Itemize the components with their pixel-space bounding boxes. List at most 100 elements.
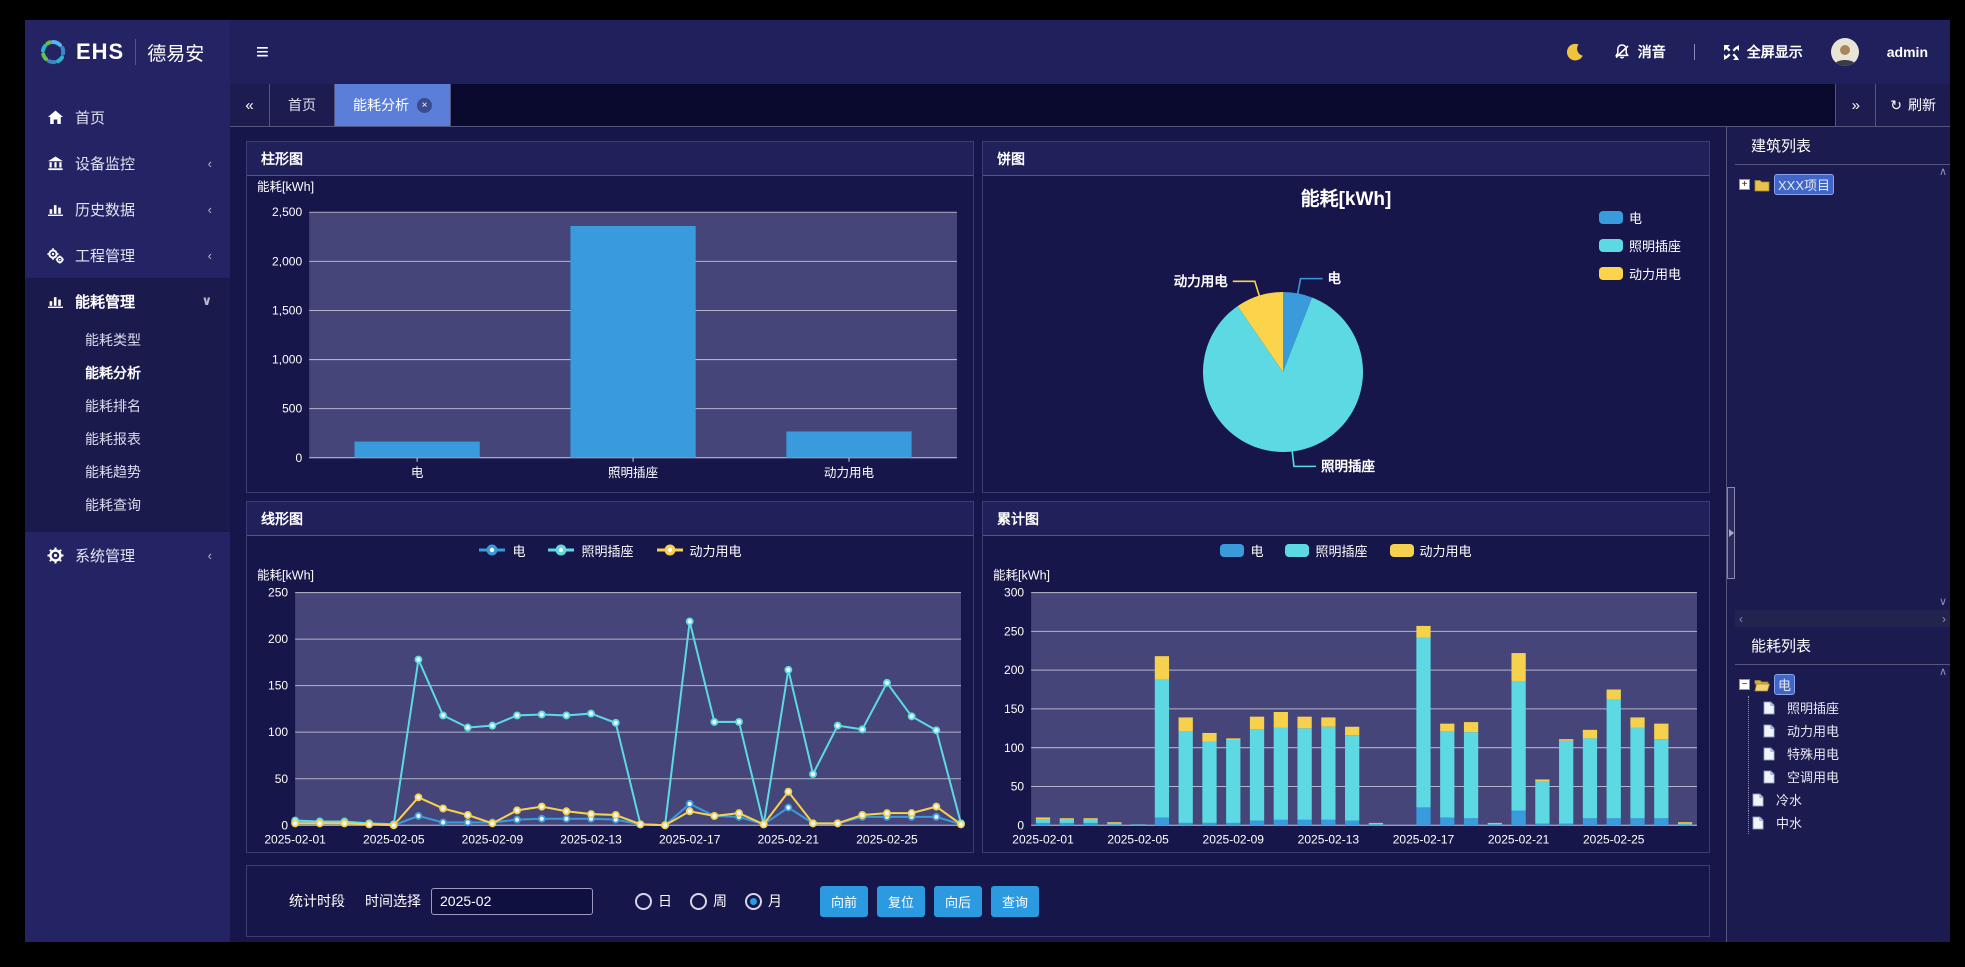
submenu-item-energy-rank[interactable]: 能耗排名 — [85, 398, 141, 414]
scroll-down-icon[interactable]: ∨ — [1938, 596, 1948, 608]
theme-toggle-button[interactable] — [1565, 42, 1585, 62]
reset-button[interactable]: 复位 — [877, 885, 926, 917]
hamburger-menu-icon[interactable]: ≡ — [256, 39, 269, 64]
sidebar-item-label: 工程管理 — [75, 247, 136, 265]
tree-item-electric[interactable]: − 电 — [1739, 673, 1936, 696]
sidebar-item-system-mgmt[interactable]: 系统管理 ‹ — [25, 532, 230, 578]
tree-item-lighting-socket[interactable]: 照明插座 — [1763, 696, 1936, 719]
tree-item-cold-water[interactable]: 冷水 — [1748, 788, 1936, 811]
tree-item-reclaimed-water[interactable]: 中水 — [1748, 811, 1936, 834]
legend-item-动力用电[interactable]: 动力用电 — [1598, 264, 1681, 283]
tree-item-label[interactable]: 空调用电 — [1787, 770, 1840, 785]
sidebar-item-device-monitor[interactable]: 设备监控 ‹ — [25, 140, 230, 186]
pie-chart: 能耗[kWh] 电照明插座 动力用电 电照明插座 动力用电 — [983, 176, 1709, 492]
file-icon — [1763, 701, 1779, 715]
tree-item-label[interactable]: 电 — [1774, 674, 1796, 695]
avatar[interactable] — [1830, 38, 1859, 66]
tree-item-label[interactable]: 动力用电 — [1787, 724, 1840, 739]
sidebar-item-energy-mgmt[interactable]: 能耗管理 ∨ — [25, 278, 230, 324]
radio-month[interactable]: 月 — [745, 891, 782, 911]
tree-item-label[interactable]: XXX项目 — [1774, 174, 1835, 195]
pie-legend: 电照明插座动力用电 — [1598, 208, 1681, 283]
radio-circle-icon[interactable] — [745, 892, 762, 910]
legend-item-照明插座[interactable]: 照明插座 — [1598, 236, 1681, 255]
chart-icon — [47, 201, 64, 218]
tab-close-icon[interactable]: × — [417, 97, 432, 113]
energy-list-title: 能耗列表 — [1735, 627, 1950, 665]
tab-label: 能耗分析 — [353, 97, 409, 113]
scroll-up-icon[interactable]: ∧ — [1938, 166, 1948, 178]
radio-day[interactable]: 日 — [635, 891, 672, 911]
legend-item-照明插座[interactable]: 照明插座 — [547, 541, 634, 560]
tree-item-power-electric[interactable]: 动力用电 — [1763, 719, 1936, 742]
query-button[interactable]: 查询 — [991, 885, 1040, 917]
splitter-collapse-handle[interactable] — [1727, 487, 1735, 579]
legend-item-动力用电[interactable]: 动力用电 — [656, 541, 742, 560]
tab-scroll-right-icon[interactable]: » — [1835, 84, 1876, 126]
tree-item-label[interactable]: 照明插座 — [1787, 701, 1840, 716]
line-panel-title: 线形图 — [247, 502, 973, 536]
tree-item-special-electric[interactable]: 特殊用电 — [1763, 742, 1936, 765]
tree-expander-plus-icon[interactable]: + — [1739, 179, 1750, 190]
svg-text:250: 250 — [268, 586, 288, 600]
tab-scroll-left-icon[interactable]: « — [230, 84, 270, 126]
radio-circle-icon[interactable] — [635, 892, 652, 910]
legend-item-动力用电[interactable]: 动力用电 — [1389, 541, 1472, 560]
section-label: 统计时段 — [289, 893, 345, 909]
legend-item-电[interactable]: 电 — [1220, 541, 1263, 560]
tree-item-label[interactable]: 特殊用电 — [1787, 747, 1840, 762]
tree-item-label[interactable]: 冷水 — [1776, 793, 1803, 808]
main-content: 柱形图 0 500 1,000 1,500 2,000 2,500 能耗[kWh] 电照明插座… — [230, 127, 1726, 942]
legend-item-照明插座[interactable]: 照明插座 — [1285, 541, 1368, 560]
tree-item-label[interactable]: 中水 — [1776, 816, 1803, 831]
forward-button[interactable]: 向前 — [820, 885, 869, 917]
energy-vscrollbar[interactable]: ∧ — [1936, 665, 1950, 942]
mute-button[interactable]: 消音 — [1613, 42, 1666, 62]
svg-text:2025-02-13: 2025-02-13 — [1298, 833, 1360, 847]
building-hscrollbar[interactable]: ‹ › — [1735, 610, 1950, 627]
submenu-item-energy-analysis[interactable]: 能耗分析 — [85, 365, 141, 381]
submenu-item-energy-trend[interactable]: 能耗趋势 — [85, 464, 141, 480]
scroll-right-icon[interactable]: › — [1942, 611, 1946, 626]
svg-text:100: 100 — [1004, 741, 1024, 755]
radio-week[interactable]: 周 — [690, 891, 727, 911]
svg-text:100: 100 — [268, 725, 288, 739]
scroll-up-icon[interactable]: ∧ — [1938, 666, 1948, 678]
sidebar-item-home[interactable]: 首页 — [25, 94, 230, 140]
scroll-left-icon[interactable]: ‹ — [1739, 611, 1743, 626]
sidebar-item-label: 设备监控 — [75, 155, 136, 173]
submenu-item-energy-report[interactable]: 能耗报表 — [85, 431, 141, 447]
tree-item-project[interactable]: + XXX项目 — [1739, 173, 1936, 196]
line-legend: 电 照明插座 动力用电 — [247, 536, 973, 564]
sidebar-item-label: 能耗管理 — [75, 293, 136, 311]
svg-text:2025-02-09: 2025-02-09 — [462, 833, 524, 847]
building-vscrollbar[interactable]: ∧ ∨ — [1936, 165, 1950, 610]
sidebar-item-project-mgmt[interactable]: 工程管理 ‹ — [25, 232, 230, 278]
tree-expander-minus-icon[interactable]: − — [1739, 679, 1750, 690]
time-input[interactable] — [431, 887, 593, 915]
legend-label: 动力用电 — [689, 543, 742, 559]
legend-swatch-icon — [1220, 543, 1245, 557]
line-marker-icon — [548, 544, 575, 556]
tree-item-hvac-electric[interactable]: 空调用电 — [1763, 765, 1936, 788]
tree-children: 照明插座动力用电特殊用电空调用电 — [1748, 696, 1936, 788]
tab-energy-analysis[interactable]: 能耗分析 × — [335, 84, 451, 126]
svg-text:2025-02-21: 2025-02-21 — [1488, 833, 1550, 847]
chevron-down-icon: ∨ — [201, 293, 212, 308]
line-chart: 0 50 100 150 200 250 能耗[kWh] 2025-02-01 2025-02-… — [247, 564, 973, 852]
tab-home[interactable]: 首页 — [270, 84, 335, 126]
svg-text:能耗[kWh]: 能耗[kWh] — [257, 568, 314, 582]
legend-label: 电 — [1628, 211, 1642, 226]
backward-button[interactable]: 向后 — [934, 885, 983, 917]
legend-item-电[interactable]: 电 — [1598, 208, 1681, 227]
fullscreen-button[interactable]: 全屏显示 — [1723, 42, 1803, 62]
mute-label: 消音 — [1637, 44, 1666, 60]
sidebar-item-history-data[interactable]: 历史数据 ‹ — [25, 186, 230, 232]
submenu-item-energy-type[interactable]: 能耗类型 — [85, 332, 141, 348]
line-chart-panel: 线形图 电 照明插座 动力用电 0 50 100 150 200 250 能耗[kWh] 2025… — [246, 501, 974, 853]
refresh-button[interactable]: ↻ 刷新 — [1875, 84, 1950, 126]
radio-circle-icon[interactable] — [690, 892, 707, 910]
submenu-item-energy-query[interactable]: 能耗查询 — [85, 497, 141, 513]
pie-panel-title: 饼图 — [983, 142, 1709, 176]
legend-item-电[interactable]: 电 — [478, 541, 525, 560]
